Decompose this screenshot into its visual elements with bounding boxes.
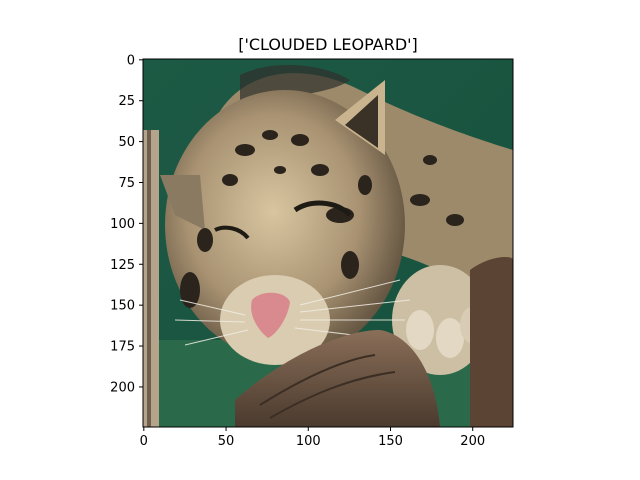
x-tick-label: 0 xyxy=(140,434,148,449)
y-tick-label: 125 xyxy=(110,258,135,273)
y-axis: 0 25 50 75 100 125 150 175 200 xyxy=(110,53,143,395)
leopard-photo xyxy=(143,59,513,427)
x-tick-label: 100 xyxy=(296,434,321,449)
y-tick-label: 200 xyxy=(110,380,135,395)
y-tick-label: 25 xyxy=(118,94,135,109)
y-tick-label: 175 xyxy=(110,340,135,355)
x-axis: 0 50 100 150 200 xyxy=(140,427,485,449)
x-tick-label: 150 xyxy=(378,434,403,449)
y-tick-label: 75 xyxy=(118,176,135,191)
axes-frame xyxy=(142,58,514,428)
y-tick-label: 100 xyxy=(110,217,135,232)
y-tick-label: 0 xyxy=(127,53,135,68)
x-tick-label: 50 xyxy=(218,434,235,449)
y-tick-label: 50 xyxy=(118,135,135,150)
figure-title: ['CLOUDED LEOPARD'] xyxy=(238,35,418,54)
x-tick-label: 200 xyxy=(460,434,485,449)
y-tick-label: 150 xyxy=(110,299,135,314)
